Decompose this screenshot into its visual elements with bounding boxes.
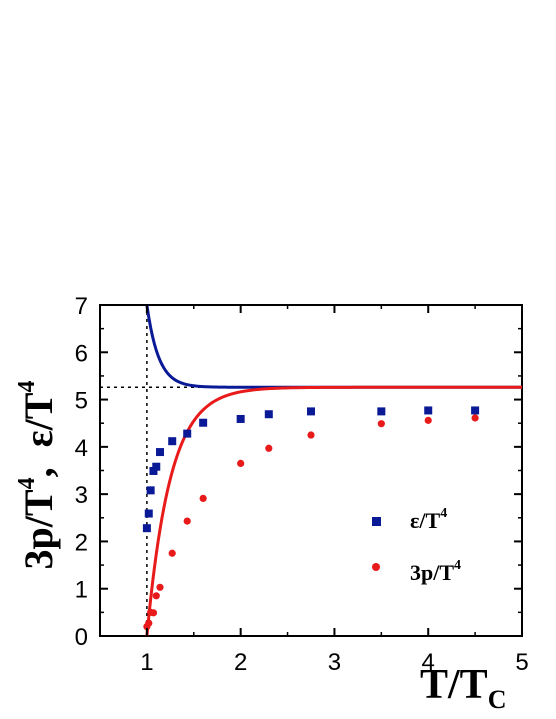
data-point-energy	[142, 524, 151, 533]
y-axis-title: 3p/T4, ε/T4	[14, 381, 61, 570]
data-point-pressure	[183, 517, 191, 525]
data-point-pressure	[168, 549, 176, 557]
legend-label-pressure: 3p/T4	[410, 558, 461, 585]
data-point-energy	[377, 407, 386, 416]
data-point-pressure	[377, 420, 385, 428]
data-point-energy	[183, 429, 192, 438]
data-point-pressure	[149, 609, 158, 617]
data-point-energy	[236, 414, 245, 423]
y-tick-label: 5	[75, 388, 88, 415]
legend-label-energy-sup: 4	[440, 506, 447, 521]
series-1	[143, 414, 479, 631]
legend-label-energy: ε/T4	[410, 506, 447, 533]
tick-labels: 1 2 3 4 5 0 1 2 3 4 5 6 7	[75, 293, 529, 676]
legend-marker-pressure	[372, 563, 380, 571]
y-tick-label: 6	[75, 340, 88, 367]
data-point-energy	[152, 462, 161, 471]
y-tick-label: 3	[75, 482, 88, 509]
legend-label-pressure-sup: 4	[454, 558, 461, 573]
data-point-energy	[471, 406, 480, 415]
data-point-pressure	[471, 414, 479, 422]
y-tick-label: 4	[75, 435, 88, 462]
data-point-pressure	[265, 444, 273, 452]
x-tick-label: 2	[234, 649, 247, 676]
y-axis-title-part2: ε/T	[16, 392, 61, 447]
legend-marker-energy	[372, 517, 381, 526]
y-axis-title-sup1: 4	[14, 477, 40, 489]
data-point-energy	[307, 407, 315, 416]
data-point-energy	[168, 437, 177, 446]
data-point-energy	[199, 418, 208, 427]
legend-label-pressure-text: 3p/T	[410, 560, 454, 585]
data-point-pressure	[424, 416, 432, 424]
x-axis-title: T/TC	[420, 662, 506, 714]
series-0	[142, 406, 480, 533]
plot-area	[99, 304, 523, 637]
x-axis-title-main: T/T	[420, 662, 488, 708]
x-tick-label: 5	[515, 649, 528, 676]
x-tick-label: 1	[140, 649, 153, 676]
data-point-pressure	[199, 494, 207, 502]
data-point-energy	[149, 466, 158, 475]
data-point-energy	[144, 509, 153, 518]
x-tick-label: 3	[328, 649, 341, 676]
y-tick-label: 1	[75, 577, 88, 604]
y-axis-title-sup2: 4	[14, 381, 40, 393]
y-axis-title-sep: ,	[16, 447, 61, 477]
data-point-energy	[264, 410, 273, 419]
data-point-pressure	[307, 431, 315, 439]
data-point-pressure	[145, 619, 153, 627]
data-point-pressure	[156, 583, 164, 591]
curve-0	[145, 305, 522, 389]
x-axis-title-sub: C	[488, 685, 507, 714]
curve-1	[145, 385, 522, 636]
data-point-pressure	[237, 459, 245, 468]
data-point-pressure	[152, 592, 160, 600]
y-tick-label: 0	[75, 624, 88, 651]
data-point-energy	[156, 448, 165, 457]
legend-label-energy-text: ε/T	[410, 508, 441, 533]
y-axis-title-part1: 3p/T	[16, 489, 61, 569]
x-tick-label: 4	[422, 649, 435, 676]
legend: ε/T4 3p/T4	[372, 506, 461, 585]
y-tick-label: 7	[75, 293, 88, 320]
curves	[145, 305, 522, 636]
data-point-energy	[146, 486, 155, 495]
data-point-energy	[424, 406, 433, 415]
ticks	[99, 304, 523, 637]
y-tick-label: 2	[75, 529, 88, 556]
